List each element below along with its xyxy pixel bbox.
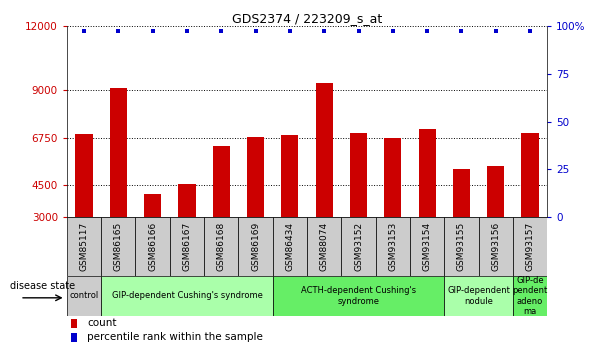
Bar [478,217,513,276]
Text: GIP-de
pendent
adeno
ma: GIP-de pendent adeno ma [513,276,548,316]
Text: GSM86166: GSM86166 [148,222,157,271]
Bar [384,138,401,217]
Text: GSM86169: GSM86169 [251,222,260,271]
Text: GSM93155: GSM93155 [457,222,466,271]
Bar [444,276,513,316]
Bar [376,217,410,276]
Bar [101,217,136,276]
Bar [101,276,273,316]
Bar [307,217,341,276]
Bar [75,134,92,217]
Bar [316,83,333,217]
Text: GIP-dependent
nodule: GIP-dependent nodule [447,286,510,306]
Text: GSM93156: GSM93156 [491,222,500,271]
Bar [204,217,238,276]
Bar [513,217,547,276]
Bar [282,136,299,217]
Bar [273,276,444,316]
Text: GIP-dependent Cushing's syndrome: GIP-dependent Cushing's syndrome [111,291,263,300]
Text: count: count [87,318,117,328]
Bar [136,217,170,276]
Text: GSM93157: GSM93157 [525,222,534,271]
Bar [71,333,77,342]
Bar [213,146,230,217]
Bar [110,88,127,217]
Text: GSM86165: GSM86165 [114,222,123,271]
Bar [170,217,204,276]
Bar [238,217,273,276]
Bar [273,217,307,276]
Text: disease state: disease state [10,281,75,291]
Text: GSM93152: GSM93152 [354,222,363,271]
Text: control: control [69,291,98,300]
Text: GSM86434: GSM86434 [285,222,294,271]
Text: GSM86168: GSM86168 [217,222,226,271]
Bar [71,319,77,328]
Bar [418,129,436,217]
Bar [178,184,196,217]
Text: GSM88074: GSM88074 [320,222,329,271]
Text: GSM93154: GSM93154 [423,222,432,271]
Bar [247,137,264,217]
Bar [341,217,376,276]
Title: GDS2374 / 223209_s_at: GDS2374 / 223209_s_at [232,12,382,25]
Bar [144,194,161,217]
Bar [522,133,539,217]
Bar [453,169,470,217]
Text: GSM86167: GSM86167 [182,222,192,271]
Bar [67,276,101,316]
Bar [410,217,444,276]
Bar [67,217,101,276]
Bar [513,276,547,316]
Bar [487,166,504,217]
Text: GSM93153: GSM93153 [389,222,397,271]
Text: ACTH-dependent Cushing's
syndrome: ACTH-dependent Cushing's syndrome [301,286,416,306]
Bar [350,133,367,217]
Text: GSM85117: GSM85117 [80,222,89,271]
Text: percentile rank within the sample: percentile rank within the sample [87,332,263,342]
Bar [444,217,478,276]
